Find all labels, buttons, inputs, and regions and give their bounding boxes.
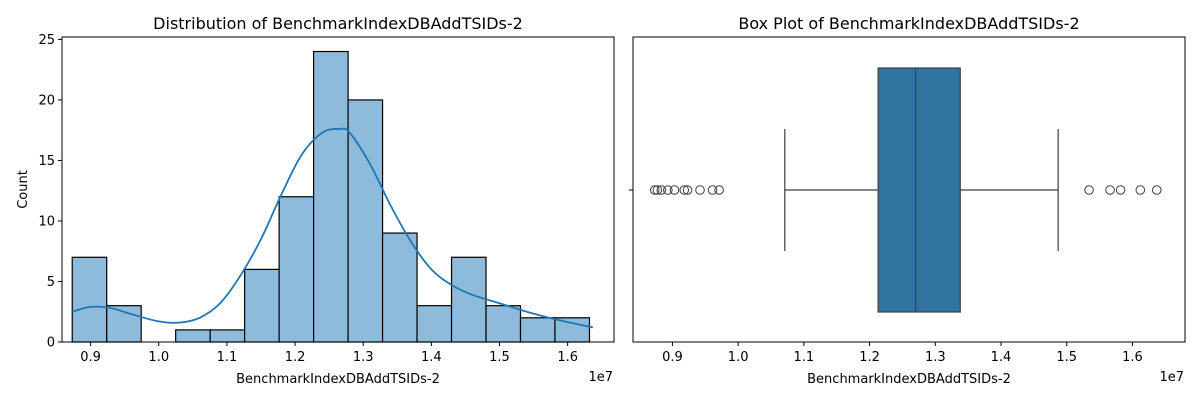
boxplot-outlier [1135,185,1146,195]
histogram-bar [450,256,487,343]
histogram-y-ticks: 0 5 10 15 20 25 [38,33,62,351]
boxplot-outlier [707,185,718,195]
histogram-x-tick-label: 1.2 [285,350,306,365]
histogram-bars [71,50,591,343]
histogram-x-tick-label: 0.9 [80,350,101,365]
boxplot-outlier [679,185,690,195]
histogram-x-ticks: 0.9 1.0 1.1 1.2 1.3 1.4 1.5 1.6 [80,342,578,365]
boxplot-outlier [682,185,693,195]
boxplot-outlier [1084,185,1094,195]
histogram-x-offset-label: 1e7 [588,370,613,385]
boxplot-x-offset-label: 1e7 [1159,370,1184,385]
histogram-bar [313,50,349,343]
histogram-y-tick-label: 0 [47,336,55,351]
histogram-bar [485,305,522,343]
boxplot-x-tick-label: 1.1 [794,350,815,365]
boxplot-box [877,67,961,313]
boxplot-outlier [1151,185,1162,195]
boxplot-outlier [663,185,673,195]
histogram-y-tick-label: 10 [38,214,55,229]
boxplot-x-tick-label: 1.0 [728,350,749,365]
histogram-bar [278,196,315,343]
histogram-panel: Distribution of BenchmarkIndexDBAddTSIDs… [16,14,615,387]
histogram-bar [554,317,591,343]
histogram-x-tick-label: 1.1 [217,350,238,365]
boxplot-x-tick-label: 1.2 [859,350,880,365]
boxplot-x-ticks: 0.9 1.0 1.1 1.2 1.3 1.4 1.5 1.6 [662,342,1143,365]
histogram-y-tick-label: 15 [38,154,55,169]
histogram-x-tick-label: 1.3 [353,350,374,365]
histogram-title: Distribution of BenchmarkIndexDBAddTSIDs… [153,14,523,33]
histogram-bar [175,329,211,343]
boxplot-elements [649,67,1162,313]
histogram-x-tick-label: 1.6 [557,350,578,365]
histogram-axes-frame [61,36,615,343]
boxplot-title: Box Plot of BenchmarkIndexDBAddTSIDs-2 [738,14,1079,33]
boxplot-x-tick-label: 1.5 [1056,350,1077,365]
boxplot-outlier [669,185,680,195]
boxplot-outlier [714,185,724,195]
histogram-y-tick-label: 25 [38,33,55,48]
histogram-x-tick-label: 1.4 [421,350,442,365]
boxplot-panel: Box Plot of BenchmarkIndexDBAddTSIDs-2 0… [629,14,1186,387]
histogram-y-axis-label: Count [16,170,31,209]
boxplot-x-tick-label: 1.4 [991,350,1012,365]
histogram-kde-line [71,127,594,329]
histogram-bar [71,256,108,343]
boxplot-x-tick-label: 1.3 [925,350,946,365]
boxplot-x-tick-label: 1.6 [1122,350,1143,365]
histogram-bar [347,99,384,343]
boxplot-outlier [652,185,663,195]
histogram-x-tick-label: 1.5 [489,350,510,365]
histogram-x-tick-label: 1.0 [148,350,169,365]
boxplot-outlier [656,185,667,195]
histogram-bar [416,305,453,343]
boxplot-outlier [695,185,705,195]
boxplot-outlier [1105,185,1115,195]
histogram-bar [519,317,556,343]
boxplot-x-axis-label: BenchmarkIndexDBAddTSIDs-2 [807,372,1011,387]
histogram-bar [244,268,280,343]
boxplot-x-tick-label: 0.9 [662,350,683,365]
boxplot-outlier [649,185,660,195]
histogram-bar [209,329,246,343]
histogram-x-axis-label: BenchmarkIndexDBAddTSIDs-2 [236,372,440,387]
boxplot-outlier [1115,185,1126,195]
histogram-bar [381,232,418,343]
histogram-y-tick-label: 5 [47,275,55,290]
histogram-y-tick-label: 20 [38,93,55,108]
